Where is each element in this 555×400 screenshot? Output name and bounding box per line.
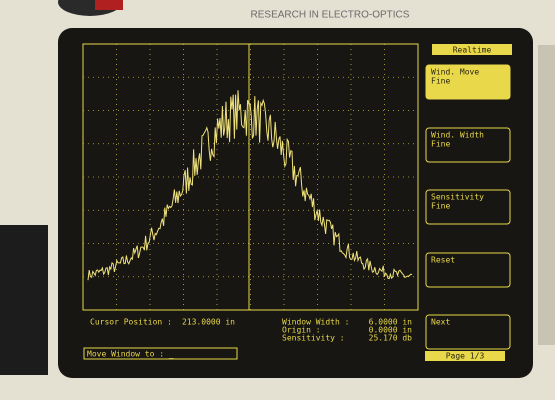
device-photo: RESEARCH IN ELECTRO-OPTICS Realtime Page…	[0, 0, 555, 400]
softkey-label: Reset	[431, 256, 455, 265]
status-label: Sensitivity :	[282, 334, 345, 343]
side-object	[0, 225, 48, 375]
cursor-value: 213.0000 in	[182, 318, 235, 327]
softkey-label: Wind. Width	[431, 131, 484, 140]
page: RESEARCH IN ELECTRO-OPTICS Realtime Page…	[0, 0, 555, 400]
status-value: 25.170 db	[369, 334, 413, 343]
side-buttons	[538, 45, 555, 345]
softkey-label: Fine	[431, 202, 450, 211]
softkey-label: Fine	[431, 77, 450, 86]
mode-label: Realtime	[453, 46, 492, 55]
cursor-label: Cursor Position :	[90, 318, 172, 327]
softkey-label: Fine	[431, 140, 450, 149]
softkey-label: Wind. Move	[431, 68, 479, 77]
brand: RESEARCH IN ELECTRO-OPTICS	[251, 10, 410, 21]
input-text[interactable]: Move Window to : _	[87, 350, 174, 359]
softkey-label: Sensitivity	[431, 193, 484, 202]
logo-red	[95, 0, 123, 10]
page-label: Page 1/3	[446, 352, 485, 361]
softkey-label: Next	[431, 318, 450, 327]
